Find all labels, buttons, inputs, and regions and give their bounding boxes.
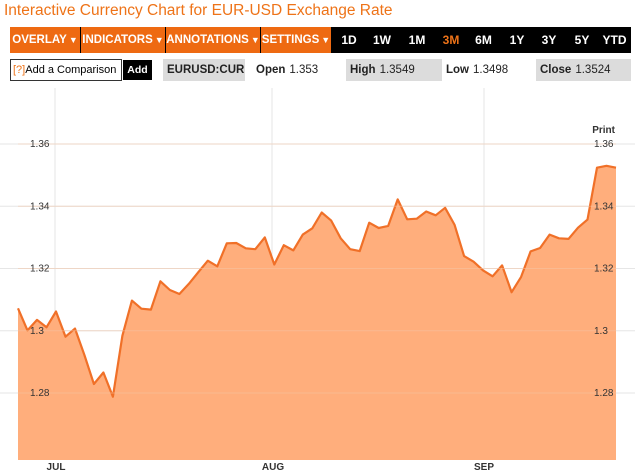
price-chart[interactable]: 1.28 1.28 1.3 1.3 1.32 1.32 1.34 1.34 1.36 1.36 JU…	[0, 88, 635, 474]
add-comparison-input[interactable]: [?]Add a Comparison	[10, 59, 122, 81]
low-label: Low	[446, 64, 469, 76]
x-tick-label: AUG	[262, 462, 284, 473]
settings-label: SETTINGS	[261, 34, 320, 46]
quote-bar: [?]Add a Comparison Add EURUSD:CUR Open 1…	[10, 59, 631, 81]
open-label: Open	[256, 64, 286, 76]
annotations-menu-button[interactable]: ANNOTATIONS ▼	[166, 27, 260, 53]
area-fill	[18, 165, 616, 461]
indicators-menu-button[interactable]: INDICATORS ▼	[81, 27, 165, 53]
y-tick-label-left: 1.34	[30, 201, 50, 212]
y-tick-label-right: 1.36	[594, 139, 614, 150]
symbol-value: EURUSD:CUR	[167, 64, 245, 76]
dropdown-arrow-icon: ▼	[250, 35, 260, 45]
range-1y-button[interactable]: 1Y	[503, 27, 531, 53]
y-tick-label-right: 1.3	[594, 326, 608, 337]
dropdown-arrow-icon: ▼	[68, 35, 78, 45]
chart-toolbar: OVERLAY ▼ INDICATORS ▼ ANNOTATIONS ▼ SETTIN…	[10, 27, 631, 53]
x-tick-label: SEP	[474, 462, 494, 473]
y-tick-label-right: 1.32	[594, 264, 614, 275]
range-6m-button[interactable]: 6M	[468, 27, 499, 53]
range-5y-button[interactable]: 5Y	[568, 27, 596, 53]
high-label: High	[350, 64, 376, 76]
range-3y-button[interactable]: 3Y	[535, 27, 563, 53]
close-stat: Close 1.3524	[536, 59, 631, 81]
add-comparison-text: Add a Comparison	[25, 64, 117, 76]
close-label: Close	[540, 64, 572, 76]
open-value: 1.353	[289, 64, 319, 76]
low-stat: Low 1.3498	[446, 59, 528, 81]
dropdown-arrow-icon: ▼	[154, 35, 164, 45]
high-stat: High 1.3549	[346, 59, 442, 81]
axis-labels: 1.28 1.28 1.3 1.3 1.32 1.32 1.34 1.34 1.36 1.36 JU…	[30, 139, 614, 473]
area-series	[16, 143, 617, 461]
close-value: 1.3524	[575, 64, 611, 76]
print-link[interactable]: Print	[592, 125, 615, 136]
x-tick-label: JUL	[47, 462, 66, 473]
add-comparison-button[interactable]: Add	[123, 60, 152, 80]
indicators-label: INDICATORS	[82, 34, 153, 46]
settings-menu-button[interactable]: SETTINGS ▼	[261, 27, 331, 53]
range-1d-button[interactable]: 1D	[335, 27, 363, 53]
y-tick-label-left: 1.32	[30, 264, 50, 275]
y-tick-label-left: 1.28	[30, 388, 50, 399]
open-stat: Open 1.353	[256, 59, 342, 81]
dropdown-arrow-icon: ▼	[321, 35, 331, 45]
low-value: 1.3498	[473, 64, 509, 76]
overlay-label: OVERLAY	[12, 34, 67, 46]
symbol-label: EURUSD:CUR	[163, 59, 245, 81]
help-link[interactable]: [?]	[13, 64, 26, 76]
y-tick-label-left: 1.3	[30, 326, 44, 337]
overlay-menu-button[interactable]: OVERLAY ▼	[10, 27, 80, 53]
y-tick-label-right: 1.28	[594, 388, 614, 399]
range-3m-button[interactable]: 3M	[437, 27, 465, 53]
y-tick-label-left: 1.36	[30, 139, 50, 150]
range-1m-button[interactable]: 1M	[401, 27, 433, 53]
high-value: 1.3549	[379, 64, 415, 76]
chart-title: Interactive Currency Chart for EUR-USD E…	[4, 2, 393, 19]
annotations-label: ANNOTATIONS	[166, 34, 249, 46]
range-ytd-button[interactable]: YTD	[599, 27, 630, 53]
y-tick-label-right: 1.34	[594, 201, 614, 212]
price-chart-svg[interactable]: 1.28 1.28 1.3 1.3 1.32 1.32 1.34 1.34 1.36 1.36 JU…	[0, 88, 635, 474]
range-1w-button[interactable]: 1W	[366, 27, 398, 53]
series-line	[16, 164, 617, 398]
